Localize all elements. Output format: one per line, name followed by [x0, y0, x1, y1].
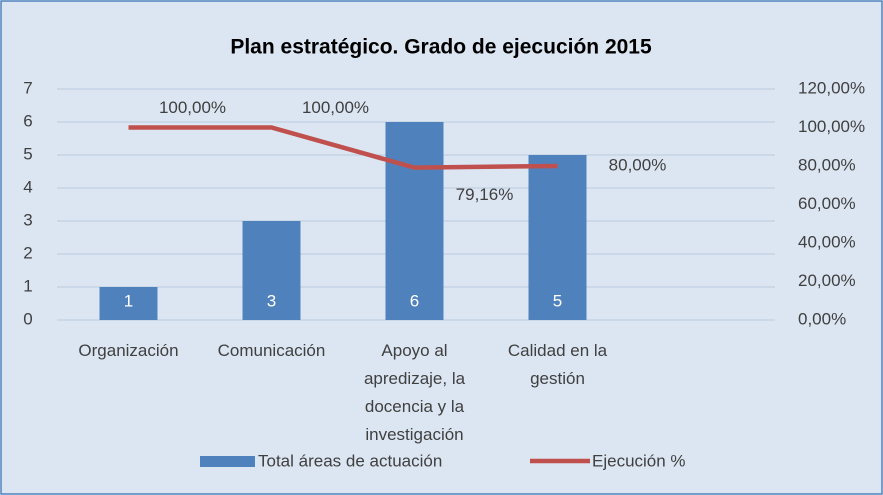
y2-tick-label: 20,00%: [798, 271, 856, 290]
bar-value-label: 5: [553, 291, 562, 310]
y-tick-label: 4: [23, 177, 32, 196]
legend-swatch: [200, 456, 255, 467]
x-tick-line: Calidad en la: [508, 341, 608, 360]
x-tick-label: Apoyo al apredizaje, la docencia y la inves…: [364, 341, 466, 444]
y2-tick-label: 60,00%: [798, 194, 856, 213]
y2-tick-label: 100,00%: [798, 117, 865, 136]
chart-title: Plan estratégico. Grado de ejecución 201…: [230, 36, 652, 59]
y2-tick-label: 40,00%: [798, 232, 856, 251]
x-tick-line: Comunicación: [218, 341, 326, 360]
y2-tick-label: 120,00%: [798, 78, 865, 97]
x-tick-label: Organización: [78, 341, 178, 360]
legend-label: Total áreas de actuación: [258, 451, 442, 470]
bar: [99, 287, 158, 320]
bar: [385, 122, 444, 320]
x-tick-label: Calidad en la gestión: [508, 341, 608, 388]
bar: [528, 155, 587, 320]
bar-value-label: 6: [410, 291, 419, 310]
y-tick-label: 6: [23, 111, 32, 130]
line: [128, 125, 558, 170]
legend-label: Ejecución %: [592, 451, 686, 470]
bar-value-label: 1: [124, 291, 133, 310]
y-tick-label: 3: [23, 210, 32, 229]
line-value-label: 80,00%: [609, 155, 667, 174]
bar-value-label: 3: [267, 291, 276, 310]
y-tick-label: 1: [23, 276, 32, 295]
line-value-label: 79,16%: [456, 185, 514, 204]
y-tick-label: 7: [23, 78, 32, 97]
line-value-label: 100,00%: [302, 98, 369, 117]
x-tick-line: docencia y la: [365, 397, 465, 416]
y2-tick-label: 0,00%: [798, 309, 846, 328]
bar: [242, 221, 301, 320]
x-tick-line: investigación: [365, 425, 463, 444]
y-tick-label: 5: [23, 144, 32, 163]
x-tick-line: gestión: [530, 369, 585, 388]
x-tick-line: Organización: [78, 341, 178, 360]
y-tick-label: 0: [23, 309, 32, 328]
y-tick-label: 2: [23, 243, 32, 262]
line-value-label: 100,00%: [159, 98, 226, 117]
x-tick-line: Apoyo al: [381, 341, 447, 360]
y2-tick-label: 80,00%: [798, 155, 856, 174]
x-tick-label: Comunicación: [218, 341, 326, 360]
x-tick-line: apredizaje, la: [364, 369, 466, 388]
